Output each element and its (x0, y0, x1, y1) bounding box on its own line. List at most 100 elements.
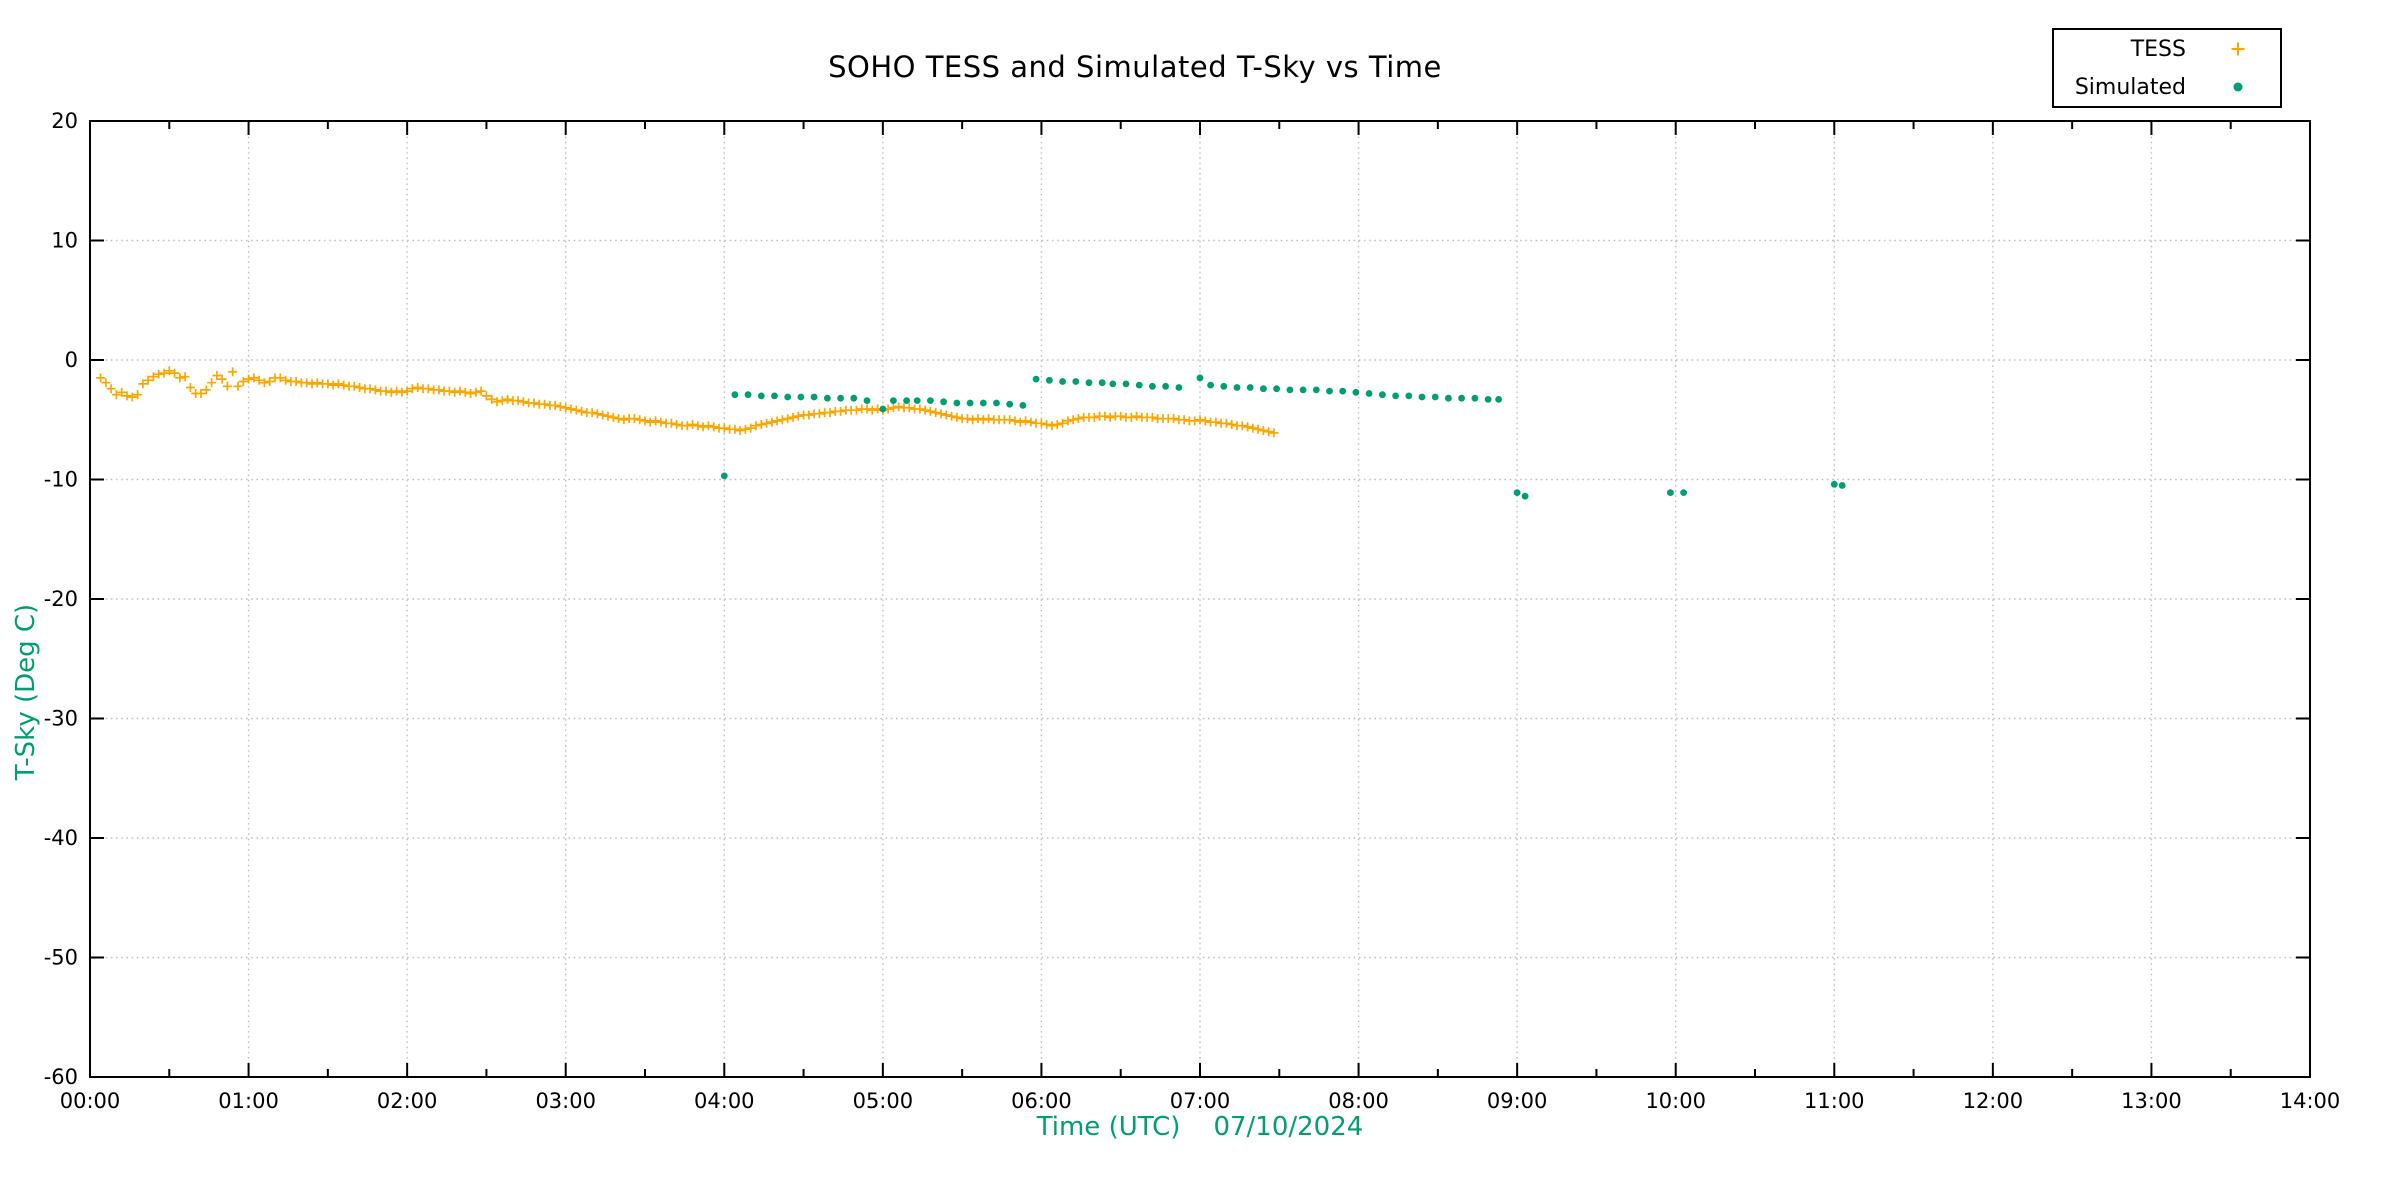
simulated-point (1326, 387, 1333, 395)
simulated-point (863, 397, 871, 404)
simulated-point (979, 399, 987, 407)
simulated-point (1471, 394, 1479, 402)
simulated-point (1667, 489, 1674, 496)
simulated-series (720, 374, 1846, 500)
simulated-point (757, 392, 765, 400)
simulated-point (1246, 384, 1254, 391)
legend: TESS Simulated (2052, 28, 2282, 108)
simulated-point (879, 405, 887, 413)
x-tick-label: 12:00 (1963, 1089, 2024, 1113)
simulated-point (1135, 381, 1143, 389)
tick-marks (89, 120, 2311, 1078)
simulated-point (1085, 379, 1093, 387)
x-tick-label: 10:00 (1645, 1089, 1706, 1113)
chart-title: SOHO TESS and Simulated T-Sky vs Time (828, 50, 1442, 84)
y-tick-labels: 20 10 0 -10 -20 -30 -40 -50 -60 (44, 109, 78, 1089)
x-tick-label: 06:00 (1011, 1089, 1072, 1113)
simulated-point (927, 397, 934, 404)
simulated-point (1032, 375, 1040, 383)
simulated-point (797, 393, 805, 401)
y-tick-label: -40 (44, 826, 78, 850)
x-tick-label: 01:00 (218, 1089, 279, 1113)
x-tick-label: 11:00 (1804, 1089, 1865, 1113)
simulated-point (966, 399, 974, 407)
simulated-point (744, 391, 752, 399)
simulated-point (1175, 384, 1183, 391)
legend-row-tess: TESS (2054, 30, 2280, 68)
simulated-point (1365, 390, 1373, 397)
simulated-point (903, 397, 910, 404)
y-tick-label: -20 (44, 587, 78, 611)
tess-points-path (96, 366, 1279, 438)
simulated-point (1196, 374, 1204, 382)
simulated-point (1059, 378, 1066, 385)
simulated-point (1098, 379, 1106, 387)
y-tick-label: -30 (44, 707, 78, 731)
simulated-point (824, 394, 831, 402)
simulated-point (1122, 380, 1130, 388)
y-tick-label: -60 (44, 1065, 78, 1089)
plus-icon (2196, 39, 2280, 59)
simulated-point (1286, 386, 1294, 394)
simulated-point (731, 391, 739, 399)
tess-series (96, 366, 1279, 438)
simulated-point (1072, 378, 1080, 385)
simulated-point (1312, 386, 1320, 394)
simulated-point (720, 472, 728, 480)
legend-label-simulated: Simulated (2074, 74, 2186, 100)
simulated-point (810, 393, 818, 401)
y-tick-label: -50 (44, 946, 78, 970)
x-tick-label: 00:00 (60, 1089, 121, 1113)
y-axis-title: T-Sky (Deg C) (11, 603, 41, 781)
legend-row-simulated: Simulated (2054, 68, 2280, 106)
simulated-point (953, 399, 961, 407)
simulated-point (1484, 396, 1492, 403)
x-axis-title: Time (UTC) 07/10/2024 (1036, 1112, 1364, 1142)
y-tick-label: 10 (51, 229, 78, 253)
x-tick-label: 03:00 (535, 1089, 596, 1113)
simulated-point (993, 399, 1000, 407)
x-tick-label: 13:00 (2121, 1089, 2182, 1113)
simulated-point (1392, 392, 1399, 400)
simulated-point (1405, 392, 1413, 400)
simulated-point (1299, 386, 1307, 394)
y-tick-label: -10 (44, 468, 78, 492)
simulated-point (1838, 482, 1846, 489)
simulated-point (1680, 489, 1687, 496)
simulated-point (1830, 480, 1838, 488)
simulated-point (1352, 388, 1360, 396)
y-tick-label: 0 (65, 348, 78, 372)
x-tick-label: 09:00 (1487, 1089, 1548, 1113)
simulated-point (1521, 492, 1529, 500)
simulated-point (940, 398, 947, 406)
simulated-point (1379, 391, 1386, 399)
simulated-point (850, 394, 858, 402)
simulated-point (1260, 385, 1267, 393)
simulated-point (1109, 380, 1117, 388)
x-tick-label: 08:00 (1328, 1089, 1389, 1113)
simulated-point (1418, 393, 1426, 401)
simulated-point (1431, 393, 1439, 401)
x-tick-label: 04:00 (694, 1089, 755, 1113)
x-tick-label: 02:00 (377, 1089, 438, 1113)
simulated-point (1445, 394, 1452, 402)
simulated-point (1006, 400, 1014, 408)
x-tick-label: 14:00 (2280, 1089, 2341, 1113)
x-tick-labels: 00:00 01:00 02:00 03:00 04:00 05:00 06:00 07:00… (60, 1089, 2341, 1113)
simulated-point (1220, 382, 1228, 390)
y-tick-label: 20 (51, 109, 78, 133)
simulated-point (837, 394, 844, 402)
simulated-point (1339, 387, 1347, 395)
simulated-point (1162, 382, 1169, 390)
simulated-point (1495, 396, 1502, 403)
simulated-point (771, 392, 778, 400)
x-gridlines (89, 121, 2311, 1077)
simulated-point (1513, 489, 1521, 496)
simulated-point (1019, 402, 1027, 409)
simulated-point (784, 393, 792, 401)
simulated-point (1233, 384, 1241, 391)
x-tick-label: 05:00 (853, 1089, 914, 1113)
simulated-point (913, 397, 921, 404)
